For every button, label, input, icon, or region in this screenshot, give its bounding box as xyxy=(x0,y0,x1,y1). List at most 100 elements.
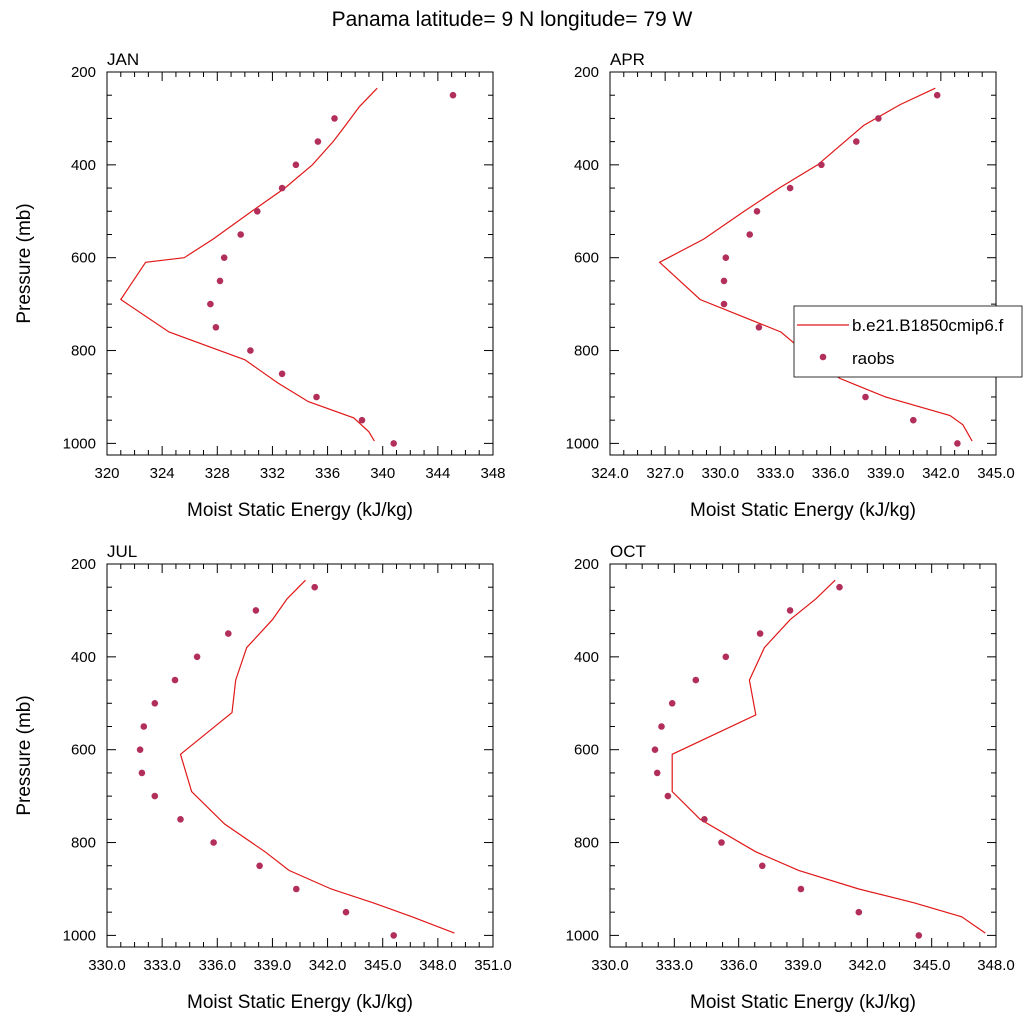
y-tick-label-jul: 200 xyxy=(71,556,96,573)
raobs-point-jul xyxy=(171,676,179,684)
raobs-point-jan xyxy=(220,254,228,261)
x-axis-label-oct: Moist Static Energy (kJ/kg) xyxy=(690,992,916,1013)
y-tick-label-apr: 1000 xyxy=(566,435,599,452)
raobs-point-jul xyxy=(390,932,398,939)
y-tick-label-oct: 400 xyxy=(574,649,599,666)
raobs-point-apr xyxy=(786,184,794,192)
raobs-point-apr xyxy=(933,91,941,99)
y-tick-label-apr: 200 xyxy=(574,64,599,81)
model-series-line-jan xyxy=(119,87,378,442)
x-tick-label-jan: 348 xyxy=(480,465,505,482)
x-tick-label-jul: 342.0 xyxy=(309,957,347,974)
x-tick-label-apr: 333.0 xyxy=(757,465,795,482)
raobs-point-apr xyxy=(753,208,761,215)
x-tick-label-apr: 342.0 xyxy=(922,465,960,482)
x-tick-label-apr: 345.0 xyxy=(977,465,1015,482)
raobs-point-jul xyxy=(140,723,148,730)
raobs-point-oct xyxy=(722,653,730,661)
x-tick-label-jul: 348.0 xyxy=(419,957,457,974)
x-axis-label-jul: Moist Static Energy (kJ/kg) xyxy=(187,992,413,1013)
raobs-point-jul xyxy=(177,816,184,823)
x-tick-label-oct: 336.0 xyxy=(720,957,758,974)
raobs-point-oct xyxy=(653,769,661,777)
raobs-point-apr xyxy=(875,115,882,122)
legend-label-raobs: raobs xyxy=(852,349,895,368)
raobs-point-jul xyxy=(256,862,263,870)
x-axis-label-apr: Moist Static Energy (kJ/kg) xyxy=(690,500,916,521)
raobs-point-oct xyxy=(915,932,923,939)
raobs-point-jan xyxy=(390,440,398,447)
raobs-point-apr xyxy=(720,277,728,285)
panels-container: JAN 320 324 328 332 336 340 344 348 200 400 600 800 1… xyxy=(14,50,1015,1013)
raobs-point-apr xyxy=(862,393,869,401)
raobs-point-jul xyxy=(225,630,232,637)
x-tick-label-apr: 330.0 xyxy=(702,465,740,482)
raobs-point-jul xyxy=(311,583,319,591)
raobs-point-oct xyxy=(664,792,672,800)
raobs-point-jan xyxy=(313,393,320,401)
legend-box xyxy=(793,305,1023,378)
panel-label-jan: JAN xyxy=(107,50,139,69)
y-axis-label-jan: Pressure (mb) xyxy=(14,203,35,323)
raobs-point-jan xyxy=(247,347,254,354)
panel-jul: JUL 330.0 333.0 336.0 339.0 342.0 345.0 348.0 35… xyxy=(14,542,512,1013)
y-tick-label-jul: 400 xyxy=(71,649,96,666)
raobs-point-oct xyxy=(718,839,725,846)
y-tick-label-jan: 200 xyxy=(71,64,96,81)
x-tick-label-jul: 336.0 xyxy=(199,957,237,974)
model-series-line-apr xyxy=(658,87,973,442)
x-tick-label-jan: 336 xyxy=(315,465,340,482)
x-tick-label-oct: 330.0 xyxy=(591,957,629,974)
x-tick-label-apr: 324.0 xyxy=(591,465,629,482)
raobs-point-oct xyxy=(658,723,665,730)
y-tick-label-jul: 1000 xyxy=(63,927,96,944)
x-tick-label-jan: 324 xyxy=(150,465,175,482)
x-tick-label-apr: 336.0 xyxy=(812,465,850,482)
x-tick-label-jan: 320 xyxy=(94,465,119,482)
y-tick-label-jan: 1000 xyxy=(63,435,96,452)
y-tick-label-jan: 400 xyxy=(71,157,96,174)
raobs-point-oct xyxy=(855,908,863,916)
x-tick-label-jan: 328 xyxy=(205,465,230,482)
x-tick-label-oct: 342.0 xyxy=(849,957,887,974)
raobs-point-jan xyxy=(314,138,322,145)
raobs-point-jan xyxy=(278,370,286,378)
y-axis-label-jul: Pressure (mb) xyxy=(14,695,35,815)
panel-label-apr: APR xyxy=(610,50,645,69)
x-tick-label-jul: 345.0 xyxy=(364,957,402,974)
model-series-line-oct xyxy=(671,579,986,934)
raobs-point-oct xyxy=(668,700,676,707)
plot-frame-jan xyxy=(106,71,494,456)
raobs-point-apr xyxy=(755,324,763,331)
raobs-point-jan xyxy=(207,300,214,308)
x-tick-label-jan: 340 xyxy=(370,465,395,482)
legend: b.e21.B1850cmip6.f raobs xyxy=(793,305,1023,378)
raobs-point-oct xyxy=(756,630,764,637)
x-tick-label-oct: 345.0 xyxy=(913,957,951,974)
y-tick-label-jul: 800 xyxy=(71,835,96,852)
raobs-point-jan xyxy=(358,416,366,424)
raobs-point-jul xyxy=(210,839,217,846)
raobs-point-oct xyxy=(692,676,700,684)
raobs-point-oct xyxy=(651,746,659,753)
plot-frame-apr xyxy=(609,71,997,456)
raobs-point-jan xyxy=(331,115,338,122)
raobs-point-apr xyxy=(818,161,825,169)
x-tick-label-jul: 333.0 xyxy=(143,957,181,974)
x-tick-label-oct: 348.0 xyxy=(977,957,1015,974)
legend-marker-swatch xyxy=(819,353,827,361)
raobs-point-jul xyxy=(193,653,201,661)
panel-apr: APR 324.0 327.0 330.0 333.0 336.0 339.0 342.0 34… xyxy=(566,50,1015,521)
y-tick-label-jan: 800 xyxy=(71,343,96,360)
x-axis-label-jan: Moist Static Energy (kJ/kg) xyxy=(187,500,413,521)
raobs-point-apr xyxy=(954,440,961,447)
raobs-point-oct xyxy=(786,607,794,614)
plot-frame-jul xyxy=(106,563,494,948)
raobs-point-jan xyxy=(216,277,224,285)
panel-jan: JAN 320 324 328 332 336 340 344 348 200 400 600 800 1… xyxy=(14,50,506,521)
panel-label-jul: JUL xyxy=(107,542,137,561)
raobs-point-oct xyxy=(759,862,766,870)
y-tick-label-apr: 800 xyxy=(574,343,599,360)
y-tick-label-jul: 600 xyxy=(71,742,96,759)
